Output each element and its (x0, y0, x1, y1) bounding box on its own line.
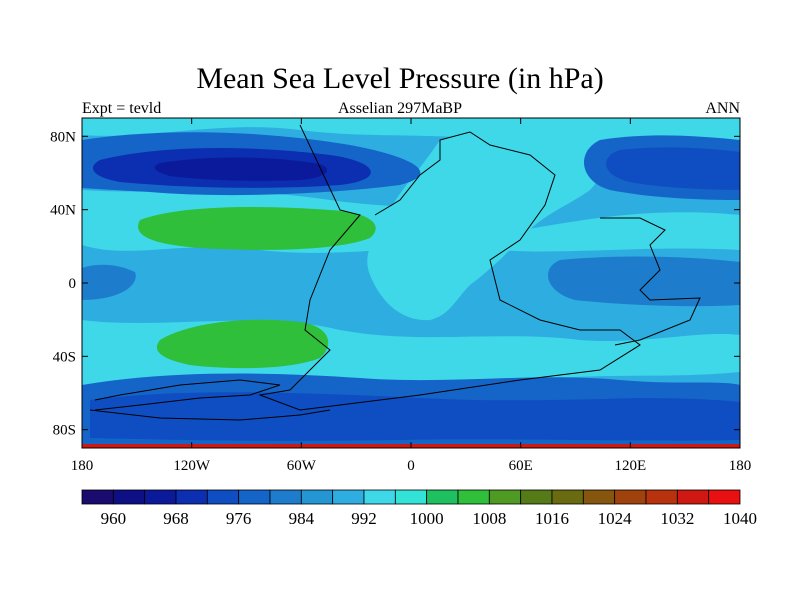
x-tick-label: 0 (407, 458, 415, 474)
colorbar-swatch (332, 489, 365, 505)
field-996-north (82, 118, 740, 151)
colorbar-swatch (708, 489, 741, 505)
season-label: ANN (705, 100, 740, 117)
map-axes: 180 120W 60W 0 60E 120E 180 80N 40N 0 40S 80S (50, 118, 751, 474)
colorbar-swatch (426, 489, 459, 505)
x-tick-label: 180 (729, 458, 752, 474)
colorbar-swatch (112, 489, 146, 505)
colorbar-swatch (269, 489, 302, 505)
field-996-continent (367, 132, 600, 321)
colorbar-label: 984 (289, 509, 315, 528)
colorbar-swatch (551, 489, 584, 505)
y-tick-label: 0 (69, 276, 77, 292)
colorbar-label: 976 (226, 509, 252, 528)
experiment-label: Expt = tevld (82, 100, 162, 117)
colorbar-label: 1024 (598, 509, 633, 528)
antarctic-coastline (89, 409, 331, 421)
x-tick-label: 180 (71, 458, 94, 474)
colorbar-swatch (144, 489, 177, 505)
colorbar-label: 1032 (660, 509, 694, 528)
colorbar-swatch (582, 489, 616, 505)
pressure-field (82, 118, 740, 448)
south-subtropical-high (156, 319, 329, 369)
colorbar-label: 968 (163, 509, 189, 528)
y-tick-label: 80N (50, 129, 76, 145)
colorbar-swatch (175, 489, 208, 505)
colorbar-swatch (645, 489, 678, 505)
southern-ocean-low (90, 392, 740, 441)
x-tick-label: 120E (614, 458, 646, 474)
colorbar-swatch (676, 489, 710, 505)
colorbar-swatch (457, 489, 490, 505)
colorbar-label: 1008 (472, 509, 506, 528)
pangaea-coastline (258, 124, 641, 411)
colorbar-swatch (394, 489, 428, 505)
north-east-low (606, 147, 740, 190)
colorbar-label: 1040 (723, 509, 757, 528)
colorbar: 960 968 976 984 992 1000 1008 1016 1024 1032 1040 (81, 489, 757, 528)
period-label: Asselian 297MaBP (338, 100, 462, 117)
colorbar-swatch (520, 489, 553, 505)
y-tick-label: 40S (53, 349, 76, 365)
equatorial-trough-east (548, 256, 740, 307)
y-tick-label: 40N (50, 203, 76, 219)
gondwana-coastline (94, 379, 281, 411)
colorbar-label: 1016 (535, 509, 569, 528)
x-tick-label: 120W (173, 458, 211, 474)
map-title: Mean Sea Level Pressure (in hPa) (196, 62, 604, 95)
x-tick-label: 60E (509, 458, 533, 474)
colorbar-swatch (300, 489, 334, 505)
colorbar-swatch (81, 489, 114, 505)
colorbar-swatch (363, 489, 396, 505)
colorbar-swatch (206, 489, 240, 505)
colorbar-label: 1000 (410, 509, 444, 528)
colorbar-label: 992 (351, 509, 377, 528)
north-pacific-low (154, 157, 328, 181)
y-tick-label: 80S (53, 423, 76, 439)
colorbar-label: 960 (101, 509, 127, 528)
eastern-islands-coastline (600, 217, 701, 346)
colorbar-swatch (488, 489, 522, 505)
north-subtropical-high (138, 207, 376, 250)
colorbar-swatch (238, 489, 271, 505)
equatorial-trough-west (82, 264, 136, 300)
colorbar-swatch (614, 489, 647, 505)
x-tick-label: 60W (287, 458, 317, 474)
